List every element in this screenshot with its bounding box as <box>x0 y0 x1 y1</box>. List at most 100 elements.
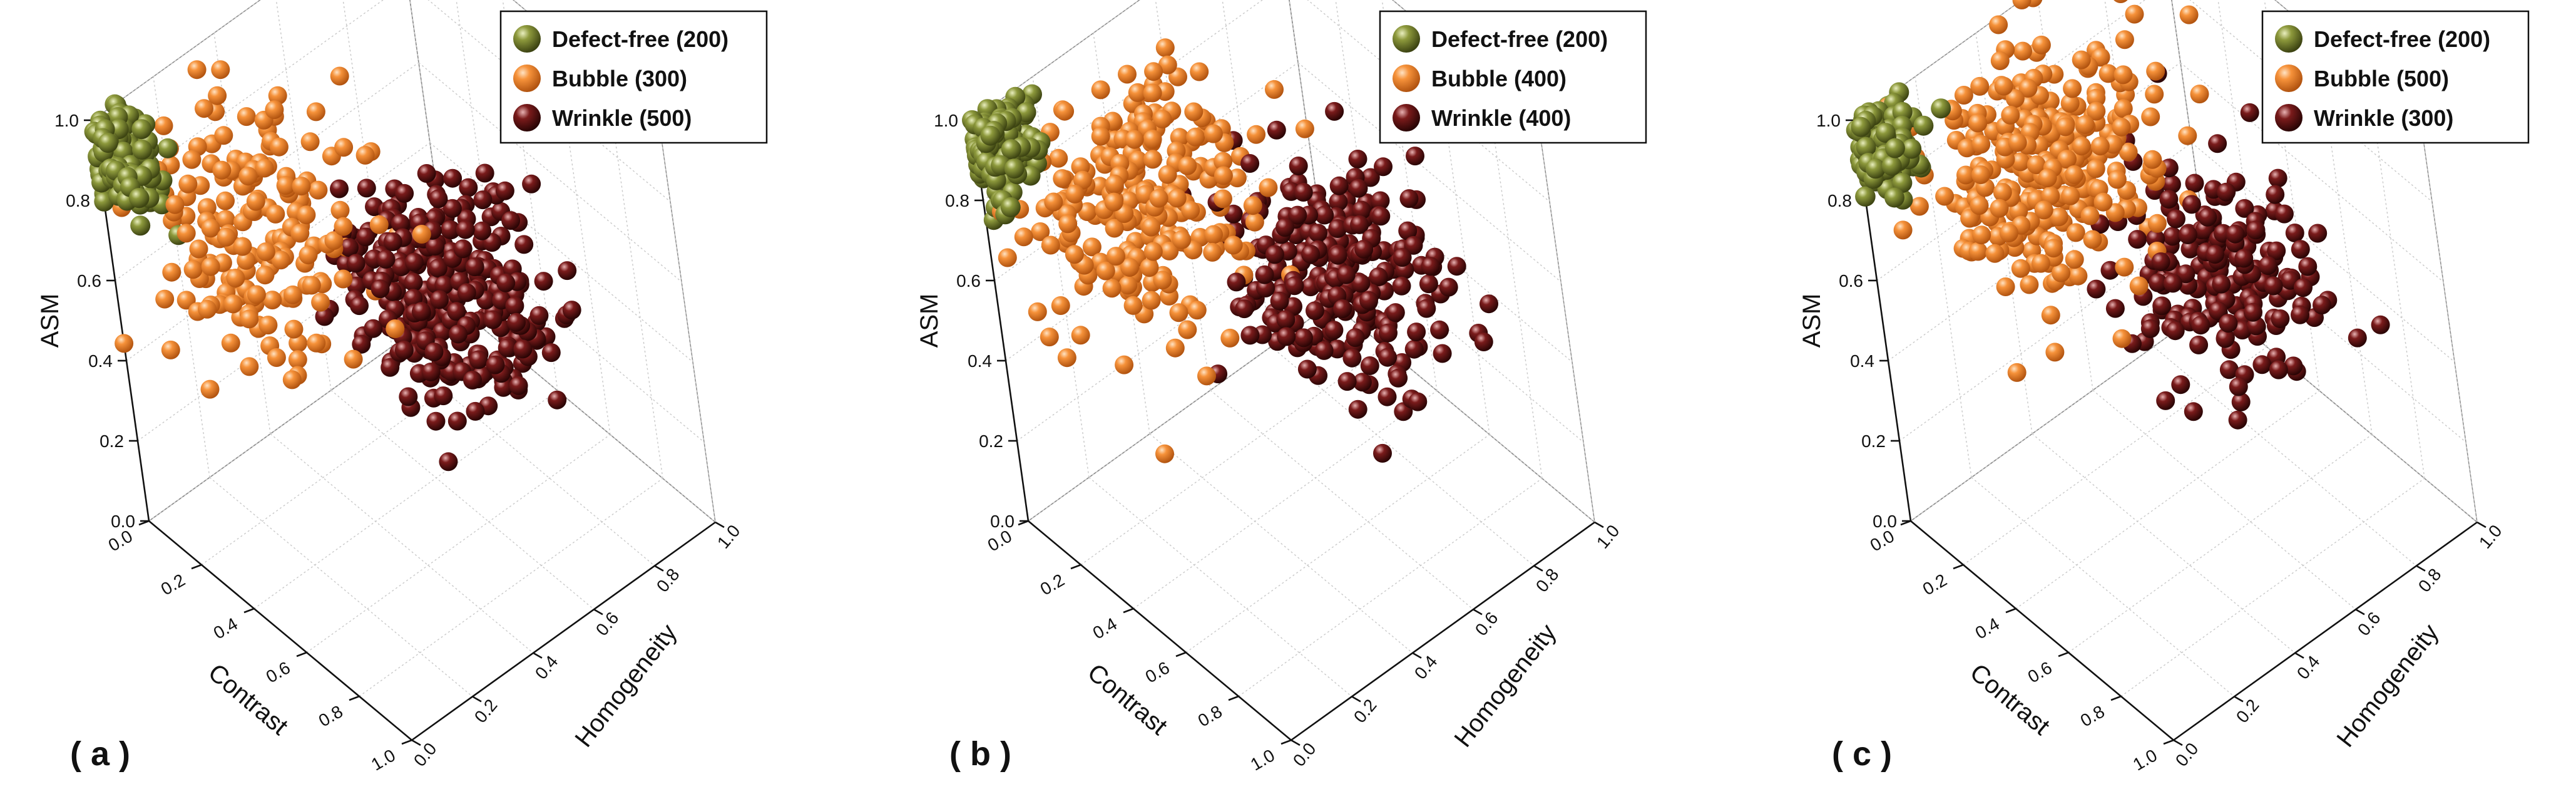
data-point <box>1295 119 1314 138</box>
homogeneity-axis <box>2173 521 2478 741</box>
data-point <box>376 250 396 269</box>
data-point <box>2012 0 2032 9</box>
data-point <box>381 358 400 377</box>
data-point <box>1245 212 1264 232</box>
legend: Defect-free (200) Bubble (500) Wrinkle (30… <box>2261 10 2530 144</box>
data-point <box>1851 116 1871 137</box>
data-point <box>2189 335 2209 354</box>
asm-tick-label: 0.8 <box>945 191 969 210</box>
grid-line <box>1149 433 1413 654</box>
contrast-tick-label: 0.4 <box>210 614 241 642</box>
homogeneity-tick <box>2355 609 2365 616</box>
data-point <box>1105 174 1124 193</box>
data-point <box>1125 130 1144 149</box>
data-point <box>2060 94 2080 113</box>
data-point <box>529 306 549 325</box>
homogeneity-tick-label: 0.0 <box>1289 739 1320 770</box>
data-point <box>1901 138 1922 159</box>
grid-line <box>1888 142 2192 361</box>
homogeneity-tick <box>1291 739 1301 746</box>
data-point <box>513 339 533 359</box>
data-point <box>1014 227 1033 247</box>
data-point <box>1399 189 1419 209</box>
data-point <box>1091 126 1110 146</box>
homogeneity-tick <box>2416 565 2426 572</box>
data-point <box>355 145 375 165</box>
data-point <box>356 227 376 247</box>
grid-line <box>1133 390 1438 609</box>
data-point <box>223 294 243 314</box>
data-point <box>430 290 449 309</box>
data-point <box>1474 333 1493 351</box>
data-point <box>1972 225 1991 245</box>
data-point <box>256 242 275 261</box>
data-point <box>1220 328 1240 348</box>
data-point <box>498 338 517 358</box>
data-point <box>1153 271 1172 290</box>
data-point <box>1348 400 1367 419</box>
data-point <box>1143 242 1163 261</box>
data-point <box>494 378 513 397</box>
data-point <box>1203 242 1222 262</box>
data-point <box>161 340 180 359</box>
data-point <box>2093 192 2113 212</box>
grid-line <box>1005 142 1310 361</box>
data-point <box>1167 188 1187 208</box>
homogeneity-tick <box>2234 696 2244 703</box>
data-point <box>1128 83 1147 102</box>
data-point <box>1004 158 1025 179</box>
homogeneity-tick-label: 0.2 <box>1350 696 1381 727</box>
data-point <box>2119 142 2138 162</box>
data-point <box>1044 192 1063 212</box>
data-point <box>2044 239 2063 258</box>
contrast-axis <box>148 520 412 741</box>
data-point <box>1881 155 1902 176</box>
data-point <box>1994 76 2013 96</box>
data-point <box>1389 368 1408 388</box>
data-point <box>2005 89 2025 108</box>
homogeneity-tick-label: 0.4 <box>1411 652 1441 683</box>
data-point <box>1277 327 1296 346</box>
homogeneity-tick-label: 0.4 <box>531 652 562 683</box>
data-point <box>1285 276 1304 296</box>
asm-axis-title: ASM <box>1798 294 1826 348</box>
data-point <box>505 296 524 316</box>
homogeneity-tick <box>1351 696 1361 703</box>
data-point <box>417 164 436 183</box>
homogeneity-tick-label: 0.8 <box>2415 565 2445 596</box>
data-point <box>1369 267 1388 286</box>
data-point <box>2105 299 2125 318</box>
grid-line <box>359 478 663 697</box>
data-point <box>421 363 441 381</box>
data-point <box>2020 275 2039 294</box>
data-point <box>208 86 227 105</box>
data-point <box>1342 348 1362 368</box>
data-point <box>1960 209 1980 228</box>
grid-line <box>658 121 716 523</box>
data-point <box>2179 5 2199 24</box>
grid-line <box>1297 62 1561 282</box>
homogeneity-tick-label: 0.2 <box>471 696 501 727</box>
data-point <box>1071 326 1090 345</box>
data-point <box>2212 274 2231 294</box>
data-point <box>1433 344 1452 363</box>
data-point <box>237 107 256 126</box>
data-point <box>1057 348 1076 368</box>
data-point <box>269 137 289 157</box>
data-point <box>1377 387 1397 406</box>
contrast-tick <box>191 564 202 570</box>
data-point <box>2125 4 2144 24</box>
data-point <box>562 301 581 320</box>
data-point <box>2271 309 2290 328</box>
contrast-tick <box>1070 564 1081 570</box>
data-point <box>258 316 278 335</box>
data-point <box>1143 150 1162 169</box>
data-point <box>457 283 476 302</box>
data-point <box>1118 64 1137 84</box>
data-point <box>1970 196 1989 215</box>
grid-line <box>270 433 534 654</box>
data-point <box>1055 101 1075 121</box>
contrast-axis <box>1910 520 2174 741</box>
data-point <box>306 102 325 121</box>
